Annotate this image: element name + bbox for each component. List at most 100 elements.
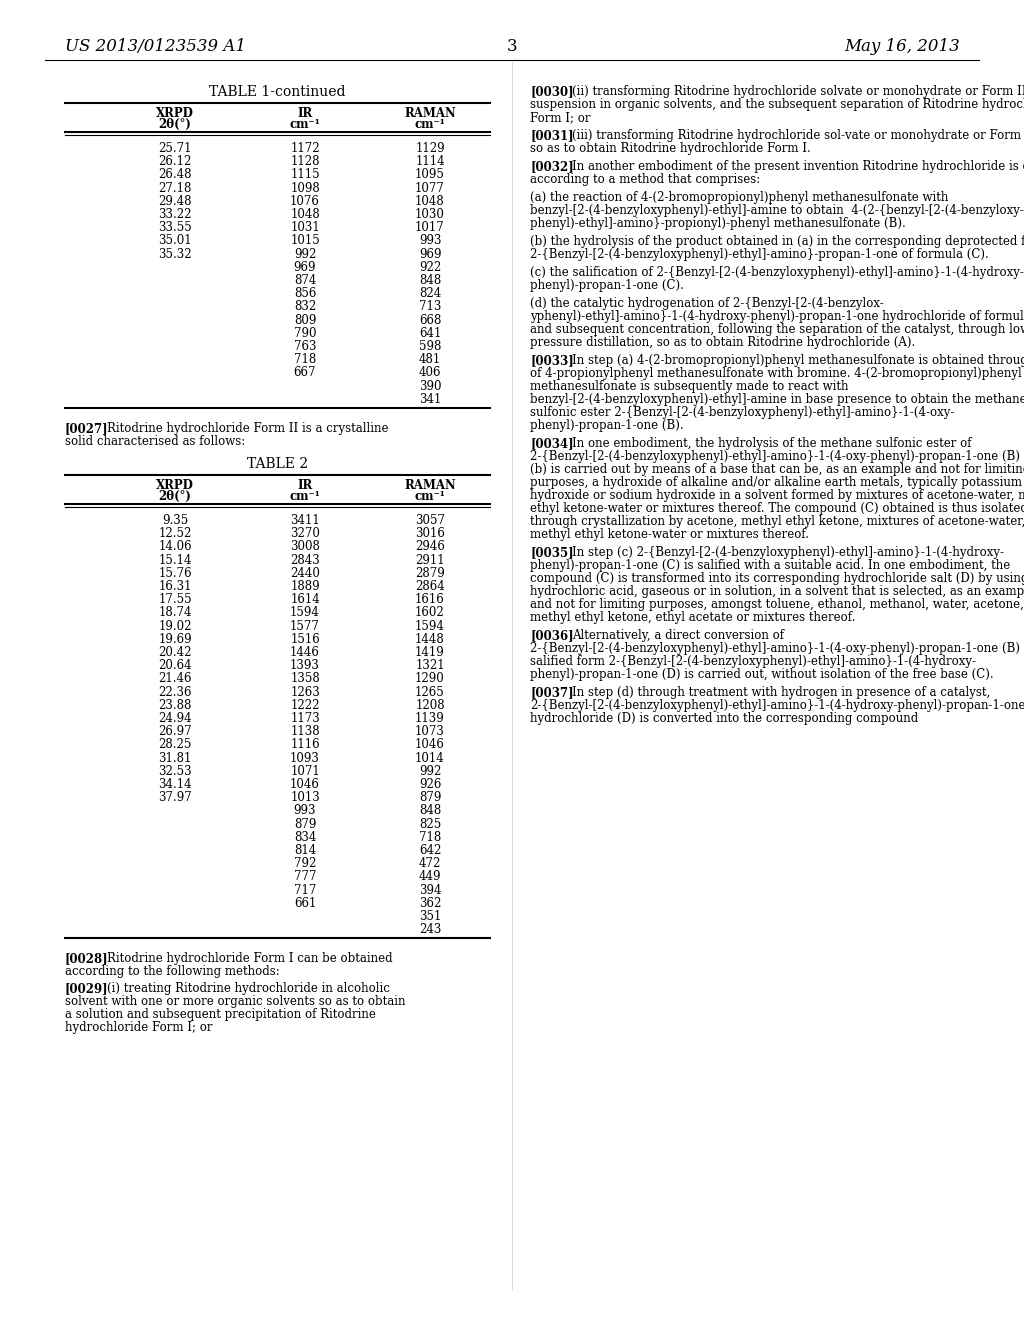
Text: 19.02: 19.02 — [159, 619, 191, 632]
Text: RAMAN: RAMAN — [404, 479, 456, 492]
Text: 1577: 1577 — [290, 619, 319, 632]
Text: Form I; or: Form I; or — [530, 111, 591, 124]
Text: phenyl)-ethyl]-amino}-propionyl)-phenyl methanesulfonate (B).: phenyl)-ethyl]-amino}-propionyl)-phenyl … — [530, 216, 906, 230]
Text: 1602: 1602 — [415, 606, 444, 619]
Text: 1321: 1321 — [415, 659, 444, 672]
Text: 21.46: 21.46 — [159, 672, 191, 685]
Text: ethyl ketone-water or mixtures thereof. The compound (C) obtained is thus isolat: ethyl ketone-water or mixtures thereof. … — [530, 502, 1024, 515]
Text: benzyl-[2-(4-benzyloxyphenyl)-ethyl]-amine in base presence to obtain the methan: benzyl-[2-(4-benzyloxyphenyl)-ethyl]-ami… — [530, 393, 1024, 407]
Text: cm⁻¹: cm⁻¹ — [290, 490, 321, 503]
Text: phenyl)-propan-1-one (C).: phenyl)-propan-1-one (C). — [530, 279, 684, 292]
Text: 834: 834 — [294, 830, 316, 843]
Text: 1263: 1263 — [290, 685, 319, 698]
Text: yphenyl)-ethyl]-amino}-1-(4-hydroxy-phenyl)-propan-1-one hydrochloride of formul: yphenyl)-ethyl]-amino}-1-(4-hydroxy-phen… — [530, 310, 1024, 323]
Text: 15.76: 15.76 — [158, 566, 191, 579]
Text: 1358: 1358 — [290, 672, 319, 685]
Text: 390: 390 — [419, 380, 441, 392]
Text: In step (d) through treatment with hydrogen in presence of a catalyst,: In step (d) through treatment with hydro… — [572, 686, 990, 700]
Text: 1173: 1173 — [290, 711, 319, 725]
Text: 1138: 1138 — [290, 725, 319, 738]
Text: 23.88: 23.88 — [159, 698, 191, 711]
Text: 1393: 1393 — [290, 659, 319, 672]
Text: phenyl)-propan-1-one (B).: phenyl)-propan-1-one (B). — [530, 418, 684, 432]
Text: 814: 814 — [294, 843, 316, 857]
Text: pressure distillation, so as to obtain Ritodrine hydrochloride (A).: pressure distillation, so as to obtain R… — [530, 337, 915, 348]
Text: 824: 824 — [419, 288, 441, 300]
Text: 969: 969 — [419, 248, 441, 260]
Text: [0032]: [0032] — [530, 160, 573, 173]
Text: according to a method that comprises:: according to a method that comprises: — [530, 173, 760, 186]
Text: 27.18: 27.18 — [159, 182, 191, 194]
Text: 1071: 1071 — [290, 764, 319, 777]
Text: solid characterised as follows:: solid characterised as follows: — [65, 436, 246, 447]
Text: 2879: 2879 — [415, 566, 444, 579]
Text: 790: 790 — [294, 327, 316, 339]
Text: [0033]: [0033] — [530, 354, 573, 367]
Text: suspension in organic solvents, and the subsequent separation of Ritodrine hydro: suspension in organic solvents, and the … — [530, 98, 1024, 111]
Text: 1093: 1093 — [290, 751, 319, 764]
Text: XRPD: XRPD — [156, 107, 194, 120]
Text: benzyl-[2-(4-benzyloxyphenyl)-ethyl]-amine to obtain  4-(2-{benzyl-[2-(4-benzylo: benzyl-[2-(4-benzyloxyphenyl)-ethyl]-ami… — [530, 205, 1024, 216]
Text: (b) is carried out by means of a base that can be, as an example and not for lim: (b) is carried out by means of a base th… — [530, 463, 1024, 477]
Text: 1129: 1129 — [415, 143, 444, 154]
Text: 874: 874 — [294, 275, 316, 286]
Text: [0028]: [0028] — [65, 953, 109, 965]
Text: 879: 879 — [419, 791, 441, 804]
Text: 24.94: 24.94 — [158, 711, 191, 725]
Text: phenyl)-propan-1-one (D) is carried out, without isolation of the free base (C).: phenyl)-propan-1-one (D) is carried out,… — [530, 668, 993, 681]
Text: 472: 472 — [419, 857, 441, 870]
Text: 598: 598 — [419, 341, 441, 352]
Text: 848: 848 — [419, 275, 441, 286]
Text: 777: 777 — [294, 870, 316, 883]
Text: 856: 856 — [294, 288, 316, 300]
Text: methyl ethyl ketone-water or mixtures thereof.: methyl ethyl ketone-water or mixtures th… — [530, 528, 809, 541]
Text: 1116: 1116 — [290, 738, 319, 751]
Text: 1015: 1015 — [290, 235, 319, 247]
Text: solvent with one or more organic solvents so as to obtain: solvent with one or more organic solvent… — [65, 995, 406, 1008]
Text: [0031]: [0031] — [530, 129, 573, 143]
Text: 2θ(°): 2θ(°) — [159, 490, 191, 503]
Text: 26.48: 26.48 — [159, 169, 191, 181]
Text: IR: IR — [297, 479, 312, 492]
Text: 1419: 1419 — [415, 645, 444, 659]
Text: In one embodiment, the hydrolysis of the methane sulfonic ester of: In one embodiment, the hydrolysis of the… — [572, 437, 972, 450]
Text: In step (c) 2-{Benzyl-[2-(4-benzyloxyphenyl)-ethyl]-amino}-1-(4-hydroxy-: In step (c) 2-{Benzyl-[2-(4-benzyloxyphe… — [572, 546, 1004, 558]
Text: 1516: 1516 — [290, 632, 319, 645]
Text: 2-{Benzyl-[2-(4-benzyloxyphenyl)-ethyl]-amino}-1-(4-hydroxy-phenyl)-propan-1-one: 2-{Benzyl-[2-(4-benzyloxyphenyl)-ethyl]-… — [530, 700, 1024, 711]
Text: [0036]: [0036] — [530, 630, 573, 642]
Text: 718: 718 — [294, 354, 316, 366]
Text: 15.14: 15.14 — [159, 553, 191, 566]
Text: 1128: 1128 — [290, 156, 319, 168]
Text: methanesulfonate is subsequently made to react with: methanesulfonate is subsequently made to… — [530, 380, 849, 393]
Text: 22.36: 22.36 — [159, 685, 191, 698]
Text: (b) the hydrolysis of the product obtained in (a) in the corresponding deprotect: (b) the hydrolysis of the product obtain… — [530, 235, 1024, 248]
Text: cm⁻¹: cm⁻¹ — [415, 117, 445, 131]
Text: 2911: 2911 — [415, 553, 444, 566]
Text: 763: 763 — [294, 341, 316, 352]
Text: 713: 713 — [419, 301, 441, 313]
Text: 661: 661 — [294, 896, 316, 909]
Text: 2843: 2843 — [290, 553, 319, 566]
Text: 2-{Benzyl-[2-(4-benzyloxyphenyl)-ethyl]-amino}-1-(4-oxy-phenyl)-propan-1-one (B): 2-{Benzyl-[2-(4-benzyloxyphenyl)-ethyl]-… — [530, 450, 1024, 463]
Text: 1046: 1046 — [415, 738, 445, 751]
Text: May 16, 2013: May 16, 2013 — [844, 38, 961, 55]
Text: 481: 481 — [419, 354, 441, 366]
Text: 32.53: 32.53 — [158, 764, 191, 777]
Text: 2440: 2440 — [290, 566, 319, 579]
Text: 29.48: 29.48 — [159, 195, 191, 207]
Text: [0034]: [0034] — [530, 437, 573, 450]
Text: Alternatively, a direct conversion of: Alternatively, a direct conversion of — [572, 630, 784, 642]
Text: 1115: 1115 — [290, 169, 319, 181]
Text: hydroxide or sodium hydroxide in a solvent formed by mixtures of acetone-water, : hydroxide or sodium hydroxide in a solve… — [530, 488, 1024, 502]
Text: 1017: 1017 — [415, 222, 444, 234]
Text: 2-{Benzyl-[2-(4-benzyloxyphenyl)-ethyl]-amino}-1-(4-oxy-phenyl)-propan-1-one (B): 2-{Benzyl-[2-(4-benzyloxyphenyl)-ethyl]-… — [530, 642, 1024, 655]
Text: 1290: 1290 — [415, 672, 444, 685]
Text: through crystallization by acetone, methyl ethyl ketone, mixtures of acetone-wat: through crystallization by acetone, meth… — [530, 515, 1024, 528]
Text: 2-{Benzyl-[2-(4-benzyloxyphenyl)-ethyl]-amino}-propan-1-one of formula (C).: 2-{Benzyl-[2-(4-benzyloxyphenyl)-ethyl]-… — [530, 248, 989, 261]
Text: hydrochloride (D) is converted into the corresponding compound: hydrochloride (D) is converted into the … — [530, 711, 919, 725]
Text: 825: 825 — [419, 817, 441, 830]
Text: 362: 362 — [419, 896, 441, 909]
Text: 1139: 1139 — [415, 711, 444, 725]
Text: 1098: 1098 — [290, 182, 319, 194]
Text: hydrochloride Form I; or: hydrochloride Form I; or — [65, 1022, 213, 1035]
